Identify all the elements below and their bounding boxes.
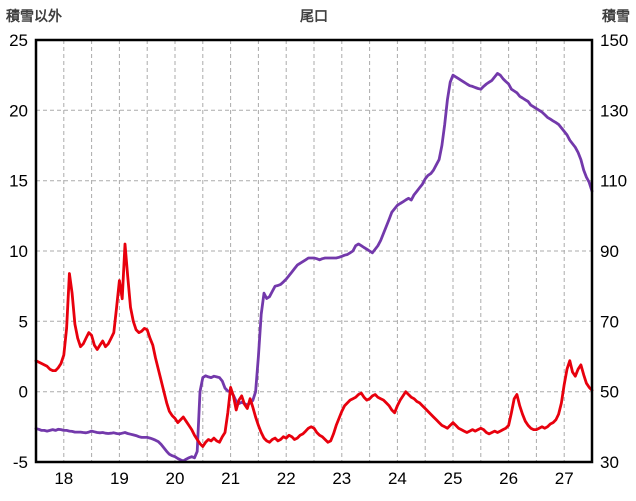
left-axis-title: 積雪以外 <box>6 8 62 24</box>
y-left-tick-label: 15 <box>9 172 28 191</box>
right-axis-title: 積雪 <box>602 8 630 24</box>
series-line-snow-depth <box>34 72 594 463</box>
y-left-tick-label: 10 <box>9 242 28 261</box>
y-right-tick-label: 110 <box>600 172 627 191</box>
y-left-tick-label: 5 <box>19 312 28 331</box>
y-right-tick-label: 50 <box>600 383 619 402</box>
x-tick-label: 27 <box>555 469 574 488</box>
y-right-tick-label: 70 <box>600 312 619 331</box>
y-right-tick-label: 90 <box>600 242 619 261</box>
x-tick-label: 22 <box>277 469 296 488</box>
x-tick-label: 19 <box>110 469 129 488</box>
series-line-non-snow <box>34 242 594 448</box>
y-left-tick-label: 25 <box>9 31 28 50</box>
x-tick-label: 24 <box>388 469 407 488</box>
x-tick-label: 23 <box>332 469 351 488</box>
chart-title: 尾口 <box>300 8 328 24</box>
y-right-tick-label: 130 <box>600 101 628 120</box>
y-left-tick-label: 0 <box>19 383 28 402</box>
y-left-tick-label: 20 <box>9 101 28 120</box>
x-tick-label: 25 <box>444 469 463 488</box>
y-right-tick-label: 150 <box>600 31 628 50</box>
x-tick-label: 20 <box>166 469 185 488</box>
x-tick-label: 26 <box>499 469 518 488</box>
plot-border <box>34 38 594 464</box>
y-left-tick-label: -5 <box>13 453 28 472</box>
x-tick-label: 21 <box>221 469 240 488</box>
y-right-tick-label: 30 <box>600 453 619 472</box>
x-tick-label: 18 <box>54 469 73 488</box>
